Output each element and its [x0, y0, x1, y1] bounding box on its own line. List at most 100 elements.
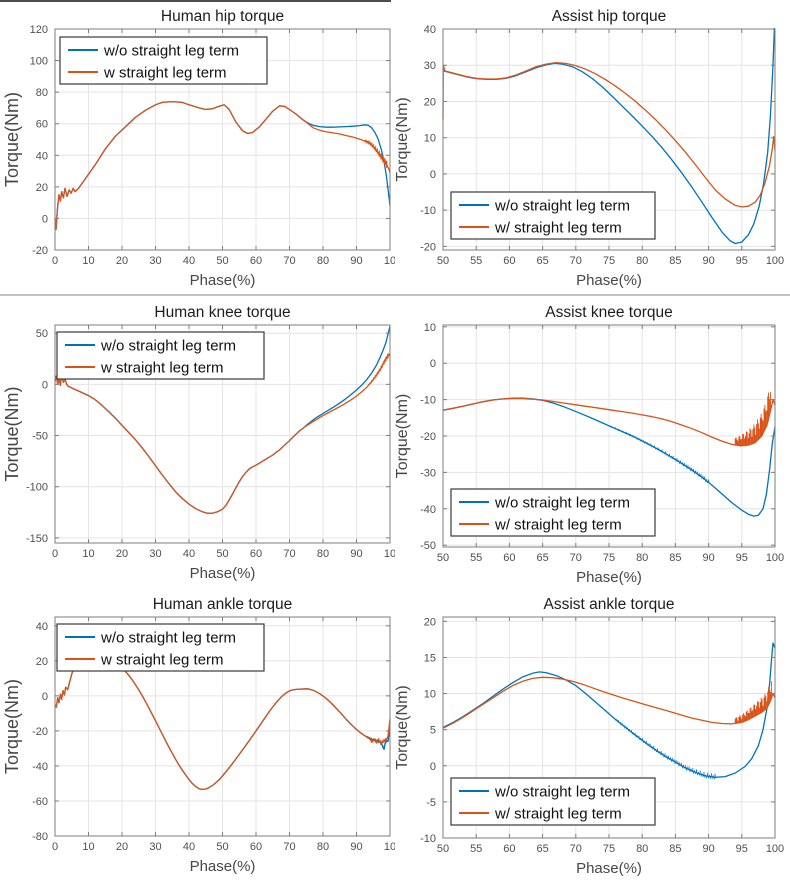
- series-group: [54, 325, 391, 514]
- x-tick-label: 100: [766, 255, 784, 267]
- chart-title: Human hip torque: [161, 8, 284, 25]
- x-tick-label: 100: [766, 843, 784, 855]
- legend-label-without-term: w/o straight leg term: [494, 784, 630, 801]
- x-tick-label: 90: [702, 255, 714, 267]
- x-tick-label: 30: [149, 548, 161, 560]
- y-tick-label: 5: [430, 725, 436, 737]
- row-separator: [0, 294, 790, 296]
- chart-title: Human ankle torque: [153, 596, 293, 613]
- y-tick-label: -5: [426, 797, 436, 809]
- x-tick-label: 60: [503, 255, 515, 267]
- x-tick-label: 65: [536, 552, 548, 564]
- y-tick-label: 40: [36, 621, 48, 633]
- x-tick-label: 65: [536, 255, 548, 267]
- y-tick-label: 10: [424, 133, 436, 145]
- series-line-with-term: [54, 100, 391, 231]
- y-tick-label: -10: [420, 833, 436, 845]
- chart-assist-ankle-torque: 50 55 60 65 70 75 80 85 90 95 100 -10 -5 0 5 10 15 20 Assi…: [394, 585, 790, 880]
- series-noise-with-term: [364, 139, 388, 168]
- y-tick-label: 60: [36, 119, 48, 131]
- x-tick-label: 50: [437, 255, 449, 267]
- panel-bg: [395, 0, 790, 295]
- x-tick-labels: 0 10 20 30 40 50 60 70 80 90 10: [52, 548, 396, 560]
- x-tick-label: 0: [52, 841, 58, 853]
- x-tick-label: 70: [283, 841, 295, 853]
- x-tick-label: 85: [669, 552, 681, 564]
- legend: w/o straight leg term w/ straight leg ter…: [450, 191, 656, 240]
- y-tick-labels: -20 -10 0 10 20 30 40: [420, 24, 436, 253]
- x-tick-label: 80: [317, 841, 329, 853]
- series-noise-with-term: [734, 681, 772, 724]
- y-tick-label: 0: [430, 761, 436, 773]
- series-line-with-term: [442, 62, 776, 208]
- x-tick-label: 55: [470, 843, 482, 855]
- y-tick-label: -40: [32, 761, 48, 773]
- tick-marks: [442, 617, 776, 839]
- legend-label-without-term: w/o straight leg term: [100, 338, 236, 355]
- y-tick-label: 20: [36, 656, 48, 668]
- chart-canvas-human-ankle-torque: 0 10 20 30 40 50 60 70 80 90 10 -80 -60 -40 -20 0 20 40 Hu…: [0, 585, 396, 880]
- series-group: [442, 642, 776, 780]
- y-tick-label: 120: [30, 24, 48, 36]
- legend-label-with-term: w straight leg term: [100, 652, 224, 669]
- x-tick-label: 80: [636, 552, 648, 564]
- x-tick-label: 0: [52, 255, 58, 267]
- x-tick-label: 75: [603, 255, 615, 267]
- legend: w/o straight leg term w/ straight leg ter…: [450, 488, 656, 537]
- chart-canvas-assist-ankle-torque: 50 55 60 65 70 75 80 85 90 95 100 -10 -5 0 5 10 15 20 Assi…: [394, 585, 790, 880]
- x-tick-label: 30: [149, 841, 161, 853]
- y-tick-label: -40: [420, 504, 436, 516]
- legend: w/o straight leg term w straight leg term: [59, 36, 268, 85]
- series-line-with-term: [442, 397, 776, 447]
- x-tick-label: 10: [384, 255, 395, 267]
- x-tick-label: 80: [317, 255, 329, 267]
- chart-human-knee-torque: 0 10 20 30 40 50 60 70 80 90 10 -150 -100 -50 0 50 Human…: [0, 295, 396, 585]
- y-tick-label: 20: [424, 616, 436, 628]
- x-axis-label: Phase(%): [576, 860, 642, 877]
- y-tick-label: -30: [420, 467, 436, 479]
- y-tick-labels: -80 -60 -40 -20 0 20 40: [32, 621, 48, 843]
- tick-marks: [54, 617, 391, 837]
- y-axis-label: Torque(Nm): [395, 97, 411, 181]
- y-tick-label: 0: [430, 169, 436, 181]
- series-noise-with-term: [734, 392, 771, 446]
- x-tick-label: 95: [736, 552, 748, 564]
- x-tick-label: 70: [570, 255, 582, 267]
- y-tick-label: 80: [36, 87, 48, 99]
- x-tick-label: 55: [470, 255, 482, 267]
- chart-assist-hip-torque: 50 55 60 65 70 75 80 85 90 95 100 -20 -10 0 10 20 30 40 As…: [394, 0, 790, 295]
- legend: w/o straight leg term w/ straight leg ter…: [450, 777, 656, 826]
- y-tick-label: 40: [36, 150, 48, 162]
- x-tick-label: 75: [603, 843, 615, 855]
- series-group: [442, 28, 776, 245]
- x-tick-label: 0: [52, 548, 58, 560]
- x-tick-label: 60: [250, 841, 262, 853]
- x-tick-label: 50: [437, 843, 449, 855]
- chart-canvas-assist-hip-torque: 50 55 60 65 70 75 80 85 90 95 100 -20 -10 0 10 20 30 40 As…: [394, 0, 790, 295]
- x-tick-label: 40: [183, 841, 195, 853]
- x-tick-label: 40: [183, 255, 195, 267]
- series-line-with-term: [54, 353, 391, 514]
- tick-marks: [442, 325, 776, 547]
- x-tick-label: 20: [116, 841, 128, 853]
- x-tick-label: 70: [570, 843, 582, 855]
- y-tick-labels: -150 -100 -50 0 50: [26, 328, 48, 545]
- y-tick-label: -60: [32, 796, 48, 808]
- x-tick-label: 85: [669, 255, 681, 267]
- chart-human-ankle-torque: 0 10 20 30 40 50 60 70 80 90 10 -80 -60 -40 -20 0 20 40 Hu…: [0, 585, 396, 880]
- y-tick-label: 0: [42, 691, 48, 703]
- y-tick-labels: -50 -40 -30 -20 -10 0 10: [420, 322, 436, 552]
- x-tick-label: 90: [702, 843, 714, 855]
- y-tick-label: 0: [430, 358, 436, 370]
- x-tick-labels: 0 10 20 30 40 50 60 70 80 90 10: [52, 841, 396, 853]
- y-tick-label: -80: [32, 831, 48, 843]
- x-tick-label: 70: [283, 255, 295, 267]
- x-tick-label: 90: [350, 548, 362, 560]
- top-border: [0, 0, 391, 2]
- series-noise-without-term: [615, 719, 716, 780]
- x-tick-label: 10: [82, 255, 94, 267]
- x-tick-label: 60: [250, 255, 262, 267]
- y-axis-label: Torque(Nm): [395, 685, 411, 769]
- y-tick-label: 30: [424, 60, 436, 72]
